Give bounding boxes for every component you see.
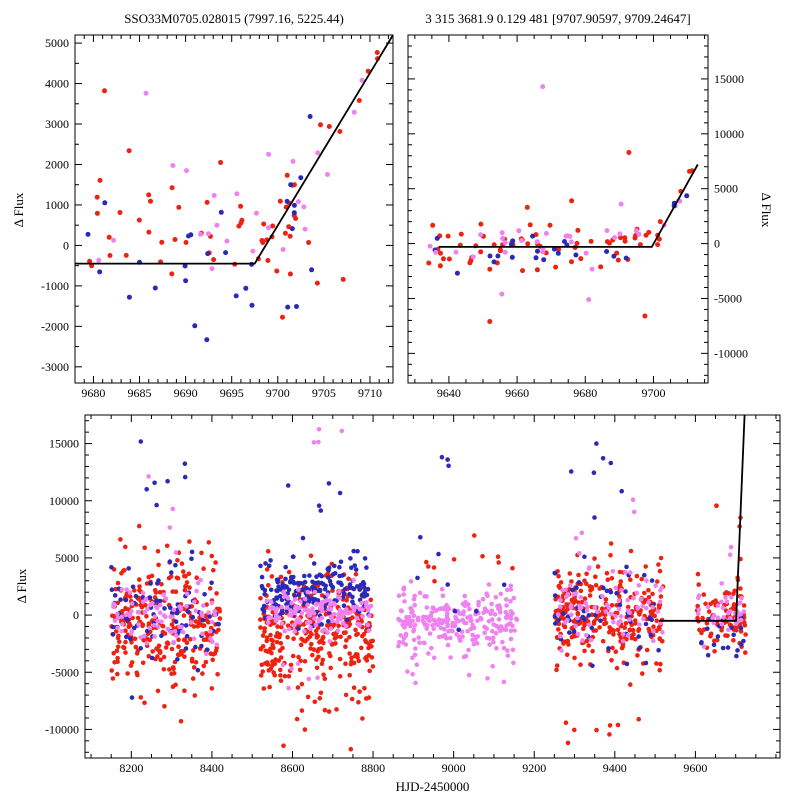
- svg-text:15000: 15000: [49, 437, 79, 451]
- svg-text:-10000: -10000: [45, 722, 79, 736]
- svg-text:4000: 4000: [45, 77, 69, 91]
- svg-text:9680: 9680: [573, 386, 597, 400]
- svg-text:9695: 9695: [220, 386, 244, 400]
- svg-text:8400: 8400: [200, 761, 224, 775]
- svg-text:-10000: -10000: [714, 346, 748, 360]
- panel2-title: 3 315 3681.9 0.129 481 [9707.90597, 9709…: [425, 11, 691, 26]
- svg-text:8600: 8600: [280, 761, 304, 775]
- svg-text:-5000: -5000: [714, 291, 742, 305]
- svg-text:9700: 9700: [266, 386, 290, 400]
- svg-text:9700: 9700: [641, 386, 665, 400]
- svg-text:9685: 9685: [128, 386, 152, 400]
- panel3-scatter-plot: 8200 8400 8600 8800 9000 9200 9400 9600 -10000 -5…: [45, 414, 781, 775]
- svg-text:9680: 9680: [81, 386, 105, 400]
- svg-text:9400: 9400: [603, 761, 627, 775]
- panel3-xlabel: HJD-2450000: [395, 779, 470, 794]
- svg-text:9710: 9710: [358, 386, 382, 400]
- svg-text:9000: 9000: [442, 761, 466, 775]
- panel1-scatter-plot: 9680 9685 9690 9695 9700 9705 9710 -3000 -2000 -1…: [41, 34, 394, 400]
- svg-text:9690: 9690: [174, 386, 198, 400]
- svg-text:-3000: -3000: [41, 360, 69, 374]
- panel1-title: SSO33M0705.028015 (7997.16, 5225.44): [124, 11, 344, 26]
- svg-text:15000: 15000: [714, 72, 744, 86]
- svg-text:9640: 9640: [437, 386, 461, 400]
- svg-text:9705: 9705: [312, 386, 336, 400]
- svg-text:9660: 9660: [505, 386, 529, 400]
- svg-text:1000: 1000: [45, 198, 69, 212]
- svg-text:3000: 3000: [45, 117, 69, 131]
- svg-text:-1000: -1000: [41, 279, 69, 293]
- svg-text:5000: 5000: [55, 551, 79, 565]
- svg-text:-2000: -2000: [41, 319, 69, 333]
- svg-text:-5000: -5000: [51, 665, 79, 679]
- svg-text:0: 0: [63, 238, 69, 252]
- svg-text:10000: 10000: [49, 494, 79, 508]
- svg-text:5000: 5000: [714, 182, 738, 196]
- svg-text:10000: 10000: [714, 127, 744, 141]
- svg-text:0: 0: [714, 237, 720, 251]
- svg-text:9200: 9200: [522, 761, 546, 775]
- svg-text:8200: 8200: [119, 761, 143, 775]
- svg-text:0: 0: [73, 608, 79, 622]
- svg-text:2000: 2000: [45, 157, 69, 171]
- panel2-scatter-plot: 9640 9660 9680 9700 -10000 -5000 0 5000 10000 150…: [407, 34, 748, 400]
- svg-text:9600: 9600: [683, 761, 707, 775]
- svg-text:5000: 5000: [45, 36, 69, 50]
- svg-text:8800: 8800: [361, 761, 385, 775]
